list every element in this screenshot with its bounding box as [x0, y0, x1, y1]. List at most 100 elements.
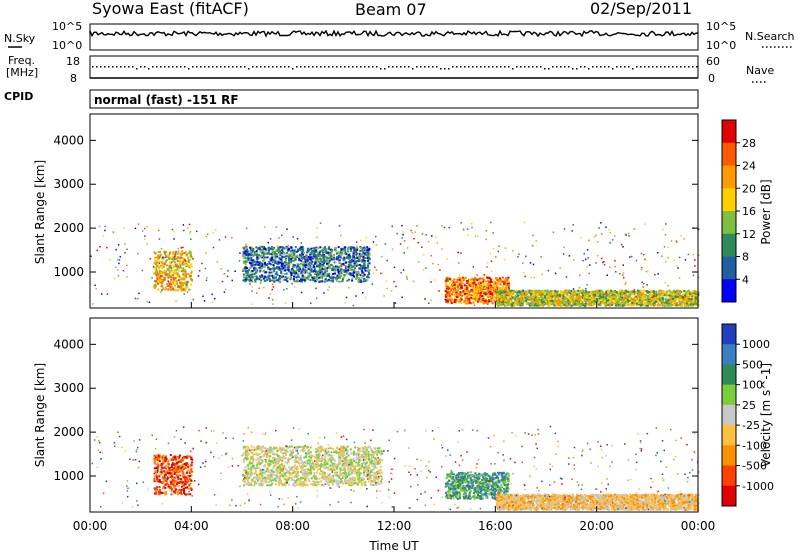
echo-cell — [441, 225, 443, 227]
echo-cell — [361, 269, 364, 272]
freq-point — [252, 66, 254, 68]
echo-cell — [570, 304, 573, 307]
echo-cell — [134, 227, 137, 230]
echo-cell — [172, 257, 175, 260]
echo-cell — [249, 283, 251, 285]
echo-cell — [502, 296, 505, 299]
echo-cell — [494, 291, 497, 293]
echo-cell — [483, 282, 486, 285]
echo-cell — [298, 263, 301, 266]
echo-cell — [275, 271, 278, 274]
echo-cell — [366, 249, 369, 251]
freq-point — [160, 66, 162, 68]
freq-point — [628, 66, 630, 68]
echo-cell — [445, 301, 447, 303]
echo-cell — [589, 264, 591, 266]
freq-point — [584, 66, 586, 68]
echo-cell — [593, 292, 596, 295]
echo-cell — [171, 228, 174, 231]
echo-cell — [162, 256, 164, 259]
echo-cell — [249, 258, 252, 261]
echo-cell — [674, 290, 677, 293]
echo-cell — [173, 283, 176, 286]
echo-cell — [491, 286, 494, 289]
echo-cell — [339, 251, 342, 254]
echo-cell — [467, 289, 469, 292]
echo-cell — [625, 294, 628, 297]
echo-cell — [340, 280, 343, 283]
echo-cell — [615, 304, 617, 307]
echo-cell — [692, 297, 695, 300]
echo-cell — [167, 253, 170, 256]
echo-cell — [283, 251, 285, 254]
echo-cell — [590, 304, 593, 307]
echo-cell — [159, 260, 162, 263]
echo-cell — [338, 272, 341, 275]
echo-cell — [448, 278, 451, 281]
echo-cell — [272, 267, 275, 270]
echo-cell — [263, 247, 265, 250]
freq-point — [660, 66, 662, 68]
echo-cell — [364, 247, 366, 250]
echo-cell — [303, 277, 306, 280]
echo-cell — [610, 292, 613, 295]
echo-cell — [184, 275, 187, 278]
echo-cell — [598, 289, 601, 292]
echo-cell — [167, 288, 170, 291]
echo-cell — [245, 227, 248, 230]
echo-cell — [180, 289, 183, 292]
echo-cell — [173, 254, 176, 257]
freq-point — [348, 66, 350, 68]
echo-cell — [605, 294, 608, 297]
echo-cell — [471, 226, 473, 229]
echo-cell — [94, 284, 96, 287]
echo-cell — [479, 289, 482, 292]
echo-cell — [275, 279, 278, 282]
echo-cell — [327, 289, 329, 291]
echo-cell — [302, 251, 305, 254]
echo-cell — [123, 227, 125, 229]
echo-cell — [513, 291, 516, 293]
echo-cell — [532, 304, 535, 307]
echo-cell — [538, 297, 541, 300]
echo-cell — [245, 272, 248, 274]
echo-cell — [138, 292, 140, 295]
echo-cell — [329, 251, 332, 254]
echo-cell — [272, 286, 275, 288]
echo-cell — [295, 251, 298, 253]
echo-cell — [254, 278, 257, 281]
echo-cell — [250, 270, 253, 273]
echo-cell — [524, 296, 527, 299]
echo-cell — [457, 289, 460, 292]
echo-cell — [391, 248, 394, 250]
echo-cell — [276, 266, 278, 268]
echo-cell — [345, 269, 348, 272]
echo-cell — [504, 295, 507, 298]
echo-cell — [312, 264, 315, 266]
freq-point — [276, 66, 278, 68]
echo-cell — [469, 279, 471, 282]
freq-point — [232, 66, 234, 68]
echo-cell — [473, 283, 476, 286]
echo-cell — [619, 273, 621, 275]
echo-cell — [672, 301, 675, 304]
echo-cell — [259, 279, 262, 282]
echo-cell — [318, 270, 321, 273]
echo-cell — [340, 247, 343, 250]
echo-cell — [486, 291, 489, 294]
echo-cell — [276, 249, 279, 252]
echo-cell — [466, 300, 469, 302]
echo-cell — [486, 296, 489, 298]
echo-cell — [124, 252, 126, 254]
echo-cell — [474, 277, 477, 280]
echo-cell — [157, 251, 160, 254]
echo-cell — [310, 252, 313, 255]
echo-cell — [181, 254, 184, 257]
echo-cell — [522, 290, 525, 292]
echo-cell — [680, 301, 683, 304]
echo-cell — [618, 300, 620, 303]
echo-cell — [319, 246, 322, 249]
echo-cell — [565, 304, 568, 307]
echo-cell — [505, 285, 508, 288]
echo-cell — [482, 287, 485, 290]
